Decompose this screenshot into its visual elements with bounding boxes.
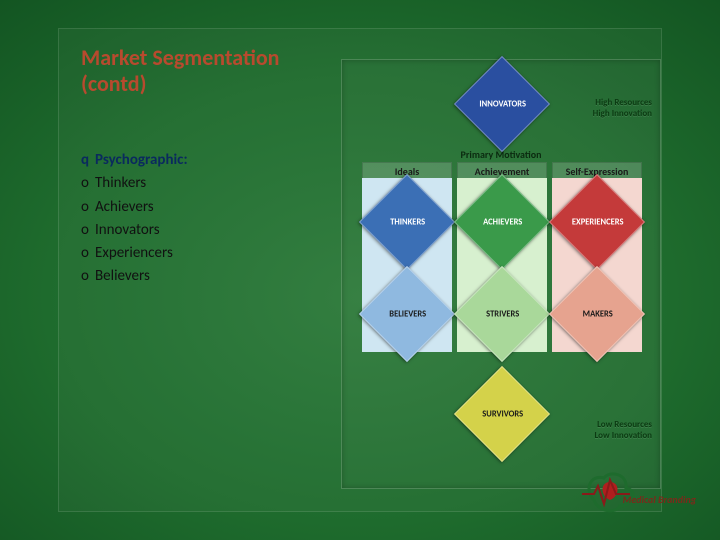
logo-text: Medical Branding: [623, 493, 696, 506]
diamond-label: THINKERS: [358, 218, 458, 228]
item-text: Believers: [95, 267, 150, 285]
title-line-2: (contd): [81, 70, 146, 97]
item-text: Achievers: [95, 198, 154, 216]
bullet-list: qPsychographic: oThinkers oAchievers oIn…: [81, 149, 188, 289]
diamond-label: STRIVERS: [453, 310, 553, 320]
bullet-lead: qPsychographic:: [81, 149, 188, 172]
diamond-innovators: INNOVATORS: [454, 56, 550, 152]
diamond-label: SURVIVORS: [453, 410, 553, 420]
label-line: High Innovation: [593, 108, 652, 119]
logo-icon: [576, 460, 696, 516]
lead-marker: q: [81, 149, 95, 172]
bullet-item: oInnovators: [81, 219, 188, 242]
bullet-item: oAchievers: [81, 196, 188, 219]
high-resources-label: High Resources High Innovation: [593, 98, 652, 120]
item-marker: o: [81, 219, 95, 242]
item-marker: o: [81, 172, 95, 195]
item-text: Innovators: [95, 221, 160, 239]
diamond-label: BELIEVERS: [358, 310, 458, 320]
bullet-item: oBelievers: [81, 265, 188, 288]
diamond-label: INNOVATORS: [453, 100, 553, 110]
brand-logo: Medical Branding: [576, 460, 696, 516]
diamond-label: ACHIEVERS: [453, 218, 553, 228]
lead-text: Psychographic:: [95, 151, 188, 169]
label-line: Low Innovation: [594, 430, 652, 441]
item-marker: o: [81, 196, 95, 219]
slide-frame: Market Segmentation (contd) qPsychograph…: [58, 28, 662, 512]
label-line: High Resources: [595, 97, 652, 108]
diamond-label: MAKERS: [548, 310, 648, 320]
vals-diagram: High Resources High Innovation Low Resou…: [341, 59, 661, 489]
item-marker: o: [81, 242, 95, 265]
slide-title: Market Segmentation (contd): [81, 45, 279, 98]
diamond-survivors: SURVIVORS: [454, 366, 550, 462]
bullet-item: oThinkers: [81, 172, 188, 195]
item-text: Experiencers: [95, 244, 173, 262]
label-line: Low Resources: [597, 419, 652, 430]
low-resources-label: Low Resources Low Innovation: [594, 420, 652, 442]
diamond-label: EXPERIENCERS: [548, 218, 648, 228]
bullet-item: oExperiencers: [81, 242, 188, 265]
item-text: Thinkers: [95, 174, 146, 192]
item-marker: o: [81, 265, 95, 288]
title-line-1: Market Segmentation: [81, 44, 279, 71]
